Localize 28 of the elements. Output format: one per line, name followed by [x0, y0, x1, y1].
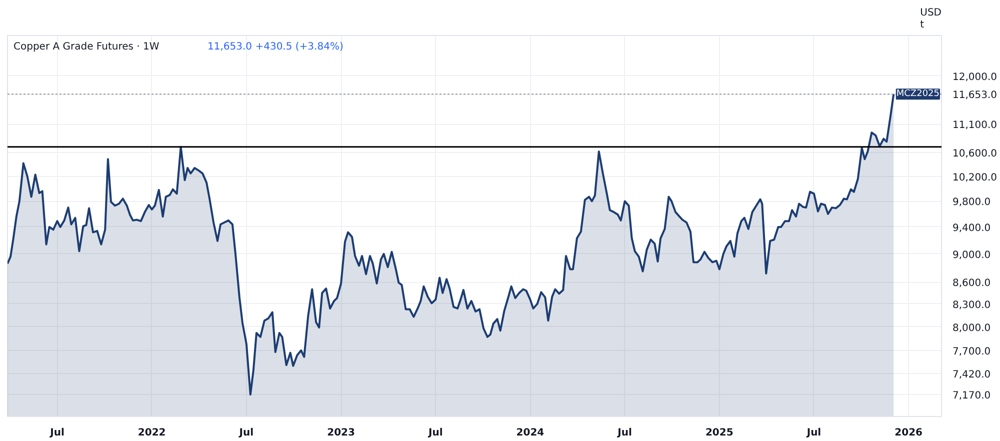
y-tick-label: 7,170.0	[952, 390, 991, 402]
x-tick-label: Jul	[806, 428, 822, 438]
y-tick-label: 10,600.0	[952, 148, 998, 160]
y-tick-label: 9,800.0	[952, 197, 991, 208]
y-tick-label: 9,400.0	[952, 222, 991, 234]
y-axis-title: USD t	[920, 7, 942, 30]
x-tick-label: Jul	[427, 428, 443, 438]
y-tick-label: 12,000.0	[952, 72, 998, 83]
ref-line-label: 11,653.0	[952, 90, 998, 102]
y-tick-label: 9,000.0	[952, 250, 991, 261]
text: Copper A Grade Futures · 1W	[14, 42, 160, 52]
x-tick-label: 2025	[705, 428, 734, 438]
x-tick-label: 2024	[516, 428, 544, 438]
x-tick-label: Jul	[616, 428, 632, 438]
y-tick-label: 8,000.0	[952, 322, 991, 334]
x-tick-label: Jul	[49, 428, 64, 438]
y-tick-label: 7,420.0	[952, 369, 991, 380]
x-tick-label: Jul	[238, 428, 254, 438]
y-tick-label: 7,700.0	[952, 346, 991, 358]
y-tick-label: 11,100.0	[952, 120, 998, 132]
text: 11,653.0 +430.5 (+3.84%)	[208, 42, 344, 52]
y-tick-label: 8,600.0	[952, 278, 991, 290]
y-tick-label: 10,200.0	[952, 172, 998, 184]
annotation: MCZ2025	[896, 89, 940, 100]
x-tick-label: 2022	[138, 428, 166, 438]
y-tick-label: 8,300.0	[952, 300, 991, 311]
x-tick-label: 2023	[327, 428, 355, 438]
x-tick-label: 2026	[894, 428, 923, 438]
